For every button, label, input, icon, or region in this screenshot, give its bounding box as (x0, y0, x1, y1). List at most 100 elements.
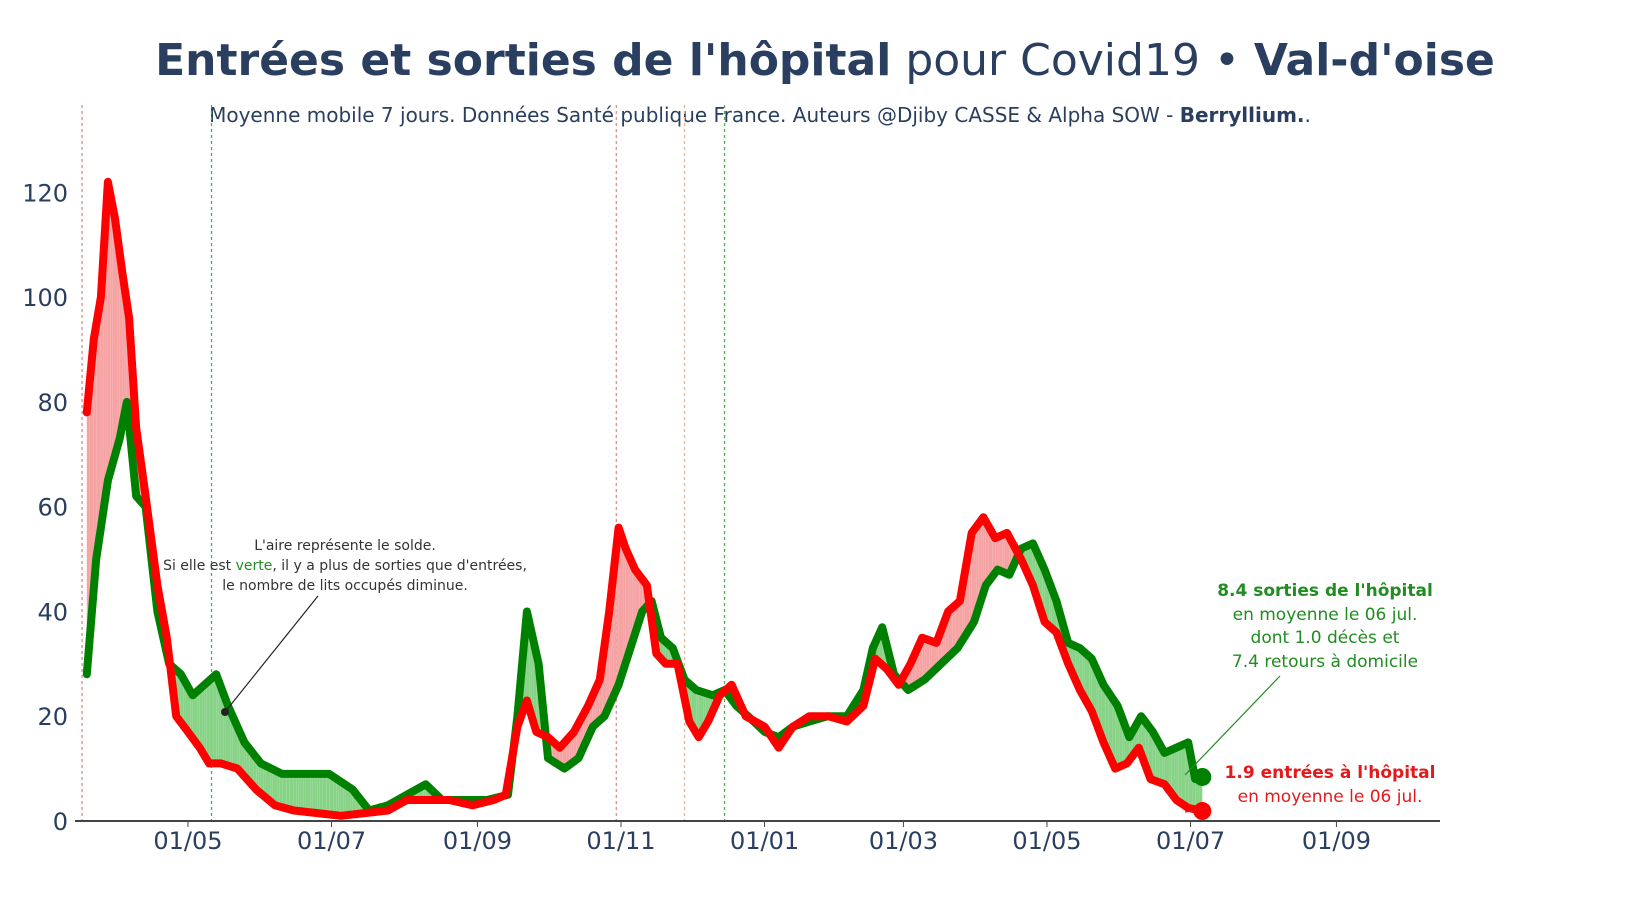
fill-segment-379 (978, 520, 982, 608)
fill-segment-432 (1103, 684, 1106, 748)
subtitle-brand: Berryllium. (1180, 103, 1305, 127)
y-tick-label-0: 0 (53, 808, 68, 836)
fill-segment-0 (86, 388, 90, 675)
fill-segment-461 (1171, 748, 1175, 797)
fill-segment-453 (1152, 731, 1156, 781)
fill-segment-425 (1087, 654, 1090, 707)
sorties-label-line3: dont 1.0 décès et (1251, 628, 1400, 648)
fill-segment-14 (119, 253, 123, 439)
fill-segment-89 (296, 773, 299, 811)
fill-segment-367 (950, 607, 953, 655)
title-part1: Entrées et sorties de l'hôpital (155, 35, 891, 86)
fill-segment-94 (308, 773, 311, 813)
fill-segment-75 (263, 764, 266, 798)
fill-segment-382 (985, 521, 989, 586)
fill-segment-259 (696, 690, 699, 738)
chart-title: Entrées et sorties de l'hôpital pour Cov… (155, 35, 1495, 86)
sorties-label-pointer (1184, 675, 1281, 776)
x-tick-label-4: 01/01 (730, 827, 799, 855)
fill-segment-390 (1004, 532, 1007, 574)
title-part3: Val-d'oise (1254, 35, 1495, 86)
fill-segment-45 (192, 693, 195, 742)
fill-segment-46 (195, 691, 198, 745)
fill-segment-57 (220, 686, 224, 765)
fill-segment-71 (253, 754, 257, 790)
fill-segment-41 (183, 678, 186, 729)
fill-segment-49 (202, 684, 205, 756)
subtitle-text: Moyenne mobile 7 jours. Données Santé pu… (209, 103, 1180, 127)
x-tick-label-5: 01/03 (869, 827, 938, 855)
fill-segment-100 (322, 773, 325, 814)
fill-segment-40 (180, 674, 184, 726)
y-tick-label-100: 100 (22, 284, 68, 312)
y-tick-label-120: 120 (22, 179, 68, 207)
fill-segment-387 (997, 536, 1000, 571)
annotation-line2a: Si elle est (163, 558, 236, 574)
fill-segment-79 (272, 769, 275, 806)
fill-segment-231 (630, 559, 633, 649)
fill-segment-426 (1089, 656, 1092, 711)
area-annotation: L'aire représente le solde. Si elle est … (163, 538, 527, 716)
y-tick-label-40: 40 (37, 598, 68, 626)
entrees-end-marker (1193, 802, 1212, 821)
fill-segment-452 (1150, 728, 1153, 780)
fill-segment-384 (990, 529, 993, 579)
fill-segment-86 (289, 773, 292, 810)
fill-segment-457 (1162, 748, 1165, 785)
fill-segment-68 (246, 745, 250, 782)
annotation-line3: le nombre de lits occupés diminue. (222, 578, 468, 594)
annotation-arrow (224, 595, 319, 713)
fill-segment-88 (293, 773, 297, 811)
entrees-label: 1.9 entrées à l'hôpital en moyenne le 06… (1184, 763, 1436, 813)
fill-segment-377 (974, 526, 977, 622)
fill-segment-433 (1105, 688, 1109, 753)
fill-segment-87 (291, 773, 294, 811)
fill-segment-229 (625, 548, 629, 663)
annotation-verte: verte (236, 558, 273, 574)
fill-segment-424 (1084, 652, 1087, 703)
fill-segment-232 (632, 564, 636, 641)
fill-segment-460 (1169, 749, 1172, 794)
fill-segment-3 (93, 325, 97, 588)
fill-segment-260 (698, 690, 701, 738)
fill-segment-427 (1091, 658, 1094, 718)
fill-segment-104 (331, 775, 334, 815)
y-axis-ticks: 0 20 40 60 80 100 120 (22, 179, 68, 836)
fill-segment-44 (190, 691, 193, 739)
fill-segment-423 (1082, 650, 1085, 699)
fill-segment-60 (228, 705, 231, 767)
y-tick-label-60: 60 (37, 494, 68, 522)
fill-segment-78 (270, 768, 273, 804)
fill-segment-10 (110, 194, 113, 473)
fill-segment-52 (209, 678, 212, 764)
fill-segment-2 (91, 339, 94, 617)
fill-segment-74 (260, 763, 264, 796)
fill-segment-107 (338, 780, 341, 816)
fill-segment-376 (971, 529, 974, 626)
fill-segment-463 (1176, 746, 1179, 802)
fill-segment-458 (1164, 751, 1167, 788)
fill-segment-109 (343, 783, 346, 816)
fill-segment-437 (1115, 702, 1118, 769)
fill-segment-357 (926, 639, 930, 678)
fill-segment-389 (1002, 533, 1005, 573)
fill-segment-93 (305, 773, 308, 813)
fill-segment-227 (621, 534, 624, 678)
entrees-label-line1: 1.9 entrées à l'hôpital (1225, 763, 1436, 783)
fill-segment-43 (188, 686, 191, 736)
fill-segment-4 (96, 311, 99, 560)
fill-segment-359 (931, 641, 934, 673)
fill-segment-53 (211, 676, 214, 764)
fill-segment-466 (1183, 743, 1186, 807)
fill-segment-80 (275, 770, 278, 806)
fill-segment-77 (268, 766, 271, 802)
fill-segment-96 (312, 773, 316, 813)
fill-segment-5 (98, 297, 101, 544)
fill-segment-54 (213, 674, 217, 764)
end-markers (1193, 767, 1212, 821)
fill-segment-355 (922, 637, 925, 682)
fill-segment-358 (929, 640, 932, 676)
fill-segment-459 (1167, 750, 1170, 791)
fill-segment-226 (618, 527, 621, 685)
fill-segment-48 (199, 686, 203, 752)
